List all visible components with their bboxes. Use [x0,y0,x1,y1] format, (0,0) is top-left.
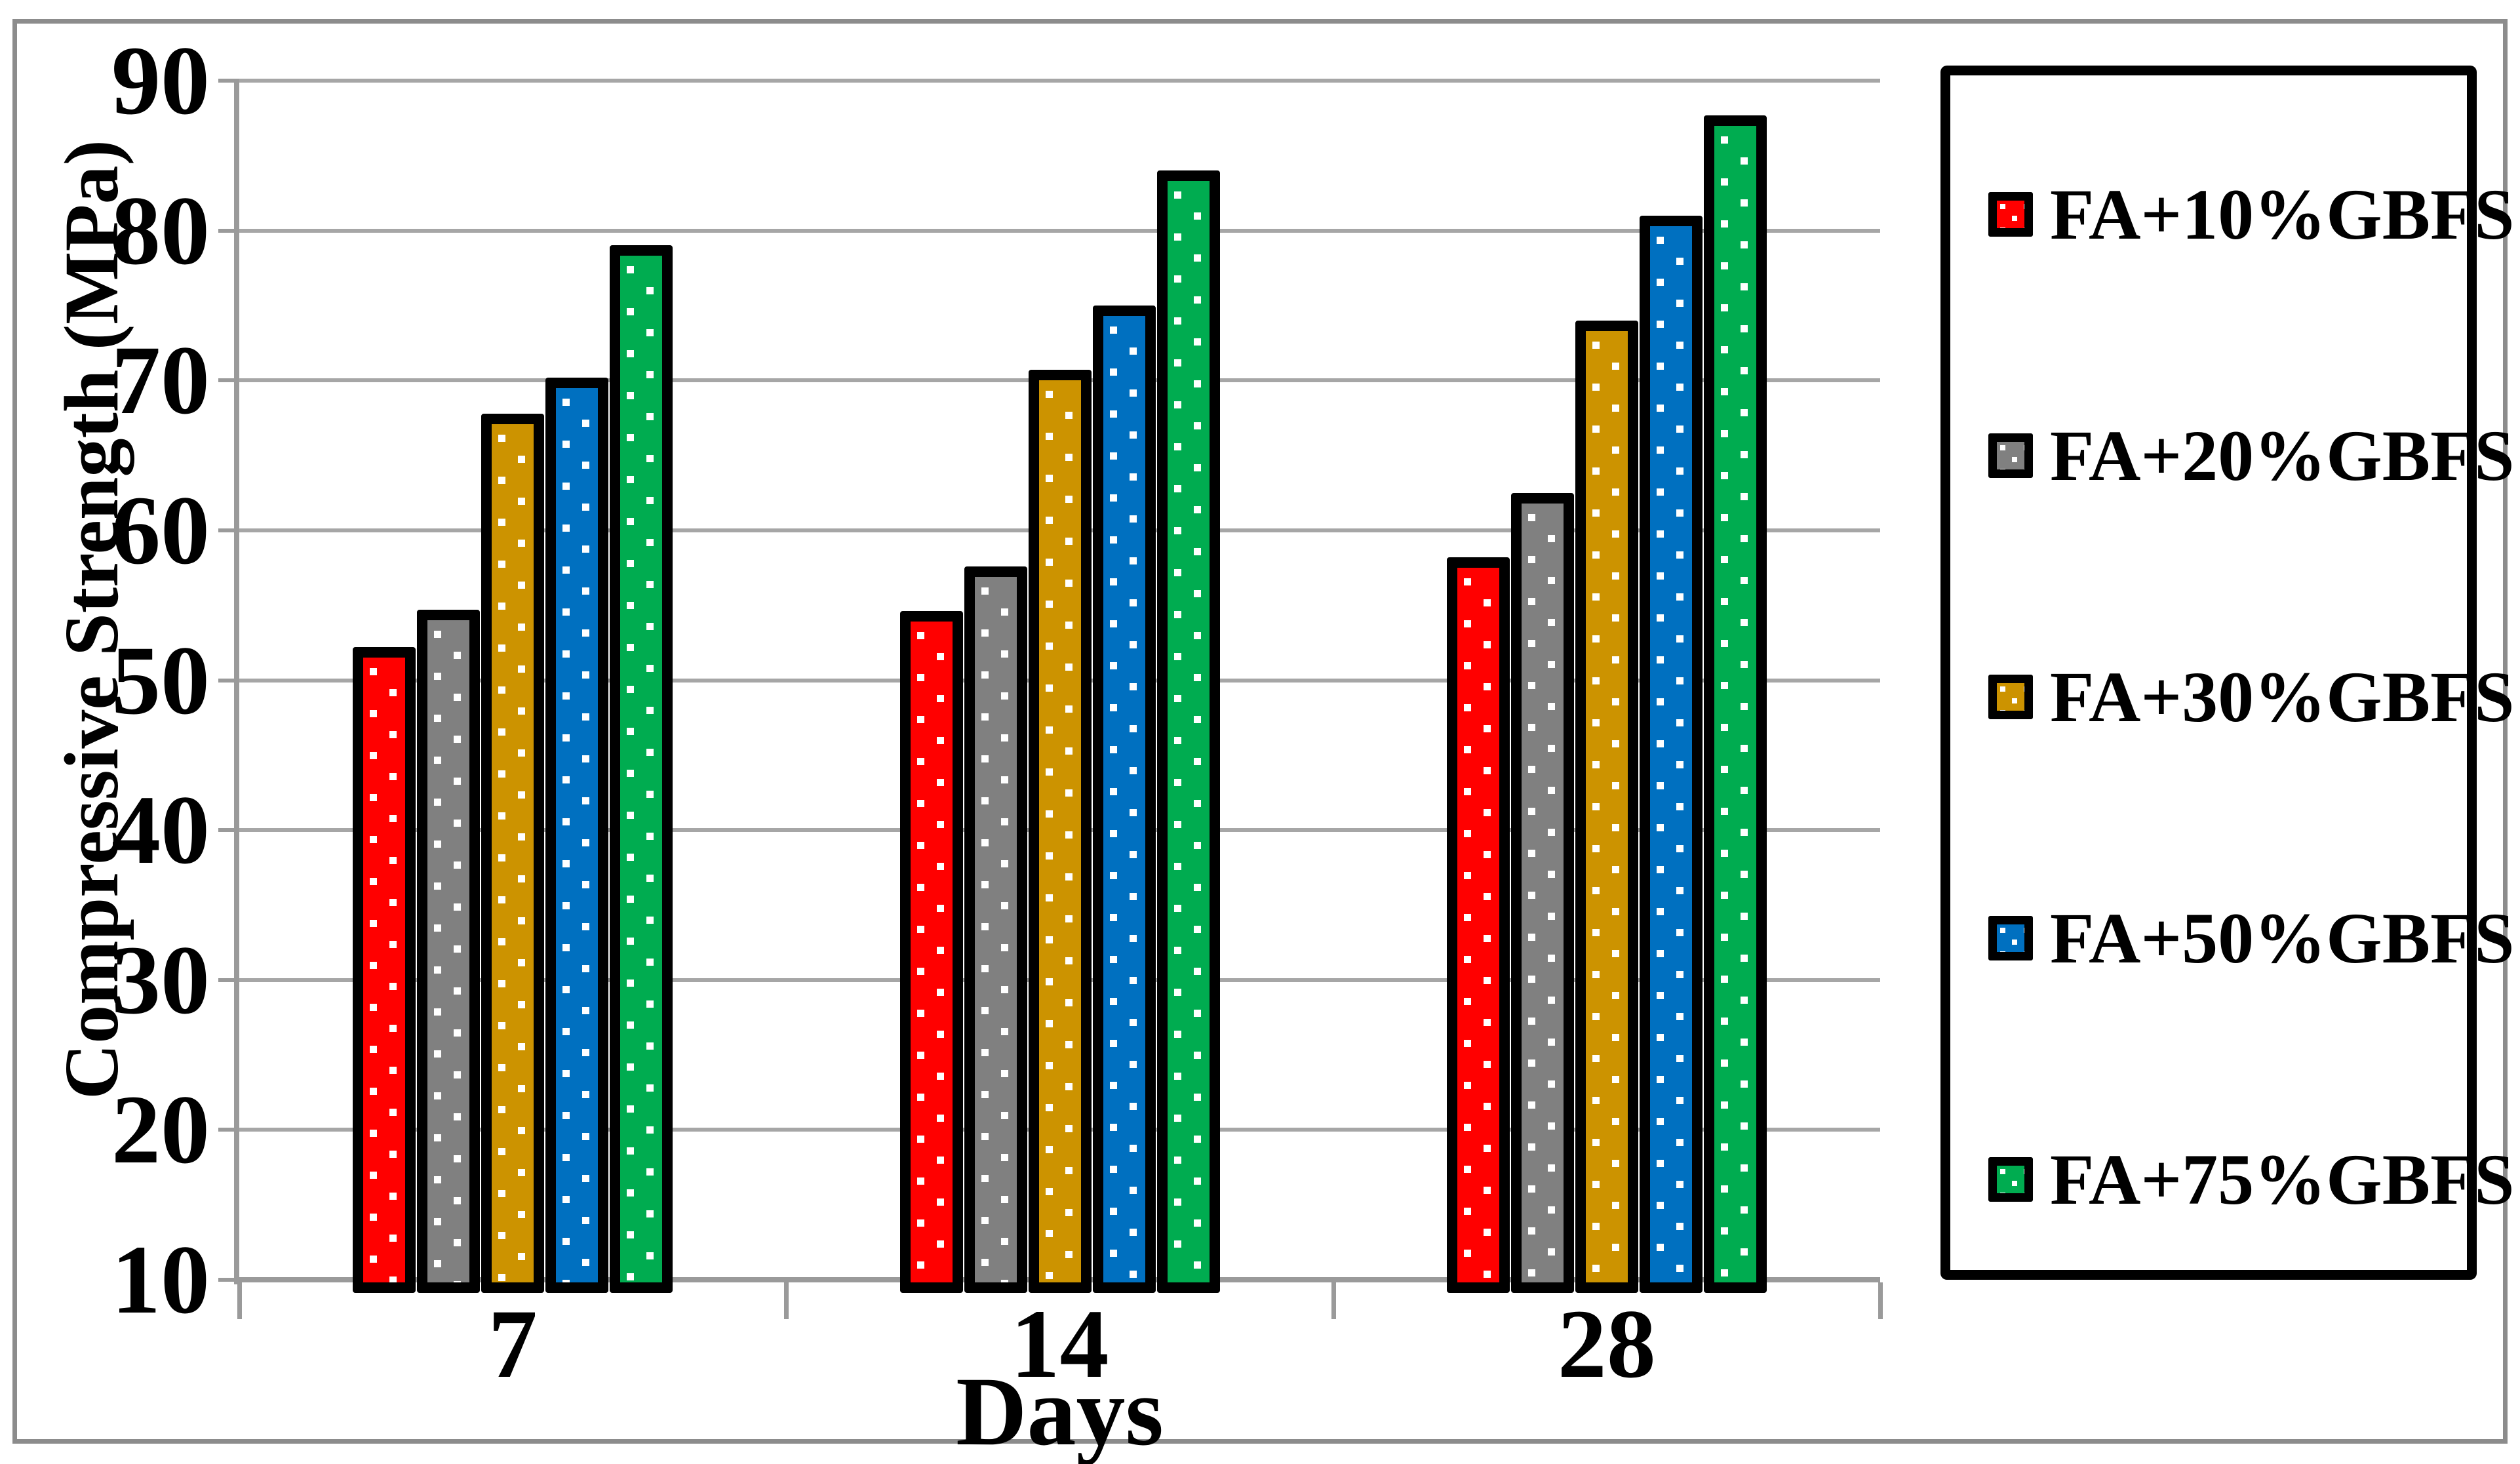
y-axis-tick [218,1128,239,1132]
y-axis-tick [218,678,239,683]
x-tick-label: 14 [1010,1290,1109,1398]
gridline [239,228,1880,233]
y-axis-tick [218,828,239,833]
y-tick-label: 80 [111,176,210,285]
legend-label: FA+50%GBFS [2050,898,2515,978]
legend-entry-FA+10%GBFS: FA+10%GBFS [1988,178,2514,250]
legend-label: FA+75%GBFS [2050,1139,2515,1219]
y-tick-label: 90 [111,26,210,135]
y-axis-tick [218,1278,239,1282]
x-axis-title: Days [956,1357,1164,1464]
bar-FA+50%GBFS-day14 [1092,305,1156,1293]
legend-label: FA+30%GBFS [2050,657,2515,737]
x-tick-label: 7 [488,1290,538,1398]
legend-swatch-icon [1988,675,2033,719]
bar-FA+20%GBFS-day14 [964,566,1027,1293]
y-tick-label: 10 [111,1225,210,1334]
legend-entry-FA+30%GBFS: FA+30%GBFS [1988,661,2514,733]
legend-entry-FA+75%GBFS: FA+75%GBFS [1988,1143,2514,1216]
bar-FA+75%GBFS-day7 [610,245,673,1293]
legend-swatch-icon [1988,433,2033,478]
y-axis-tick [218,228,239,233]
legend-entry-FA+20%GBFS: FA+20%GBFS [1988,420,2514,492]
legend-swatch-icon [1988,1157,2033,1202]
bar-FA+30%GBFS-day28 [1575,320,1638,1293]
legend-box: FA+10%GBFS FA+20%GBFS FA+30%GBFS FA+50%GBFS… [1940,66,2514,1280]
legend-entry-FA+50%GBFS: FA+50%GBFS [1988,902,2514,974]
figure-frame [12,19,2508,1444]
legend-swatch-icon [1988,916,2033,960]
bar-FA+30%GBFS-day7 [481,413,545,1293]
bar-FA+20%GBFS-day7 [417,610,481,1293]
bar-FA+30%GBFS-day14 [1028,370,1092,1293]
y-tick-label: 60 [111,475,210,585]
bar-FA+75%GBFS-day14 [1156,170,1220,1293]
bar-FA+20%GBFS-day28 [1510,492,1574,1293]
x-axis-tick [237,1282,242,1319]
y-axis-line [234,79,239,1284]
y-axis-tick [218,978,239,982]
x-axis-tick [1331,1282,1336,1319]
bar-FA+50%GBFS-day7 [545,377,609,1293]
x-axis-tick [1878,1282,1883,1319]
x-tick-label: 28 [1557,1290,1656,1398]
gridline [239,79,1880,83]
y-tick-label: 70 [111,326,210,435]
legend-swatch-icon [1988,192,2033,237]
bar-FA+50%GBFS-day28 [1639,215,1703,1293]
legend-label: FA+20%GBFS [2050,416,2515,496]
bar-FA+10%GBFS-day7 [353,647,416,1293]
y-tick-label: 50 [111,625,210,735]
y-tick-label: 20 [111,1075,210,1185]
bar-FA+75%GBFS-day28 [1703,115,1767,1293]
y-axis-tick [218,528,239,532]
x-axis-tick [784,1282,789,1319]
bar-FA+10%GBFS-day28 [1446,557,1510,1293]
y-axis-tick [218,79,239,83]
y-tick-label: 40 [111,776,210,885]
legend-label: FA+10%GBFS [2050,174,2515,254]
y-axis-tick [218,378,239,383]
bar-FA+10%GBFS-day14 [899,611,963,1293]
y-tick-label: 30 [111,925,210,1035]
